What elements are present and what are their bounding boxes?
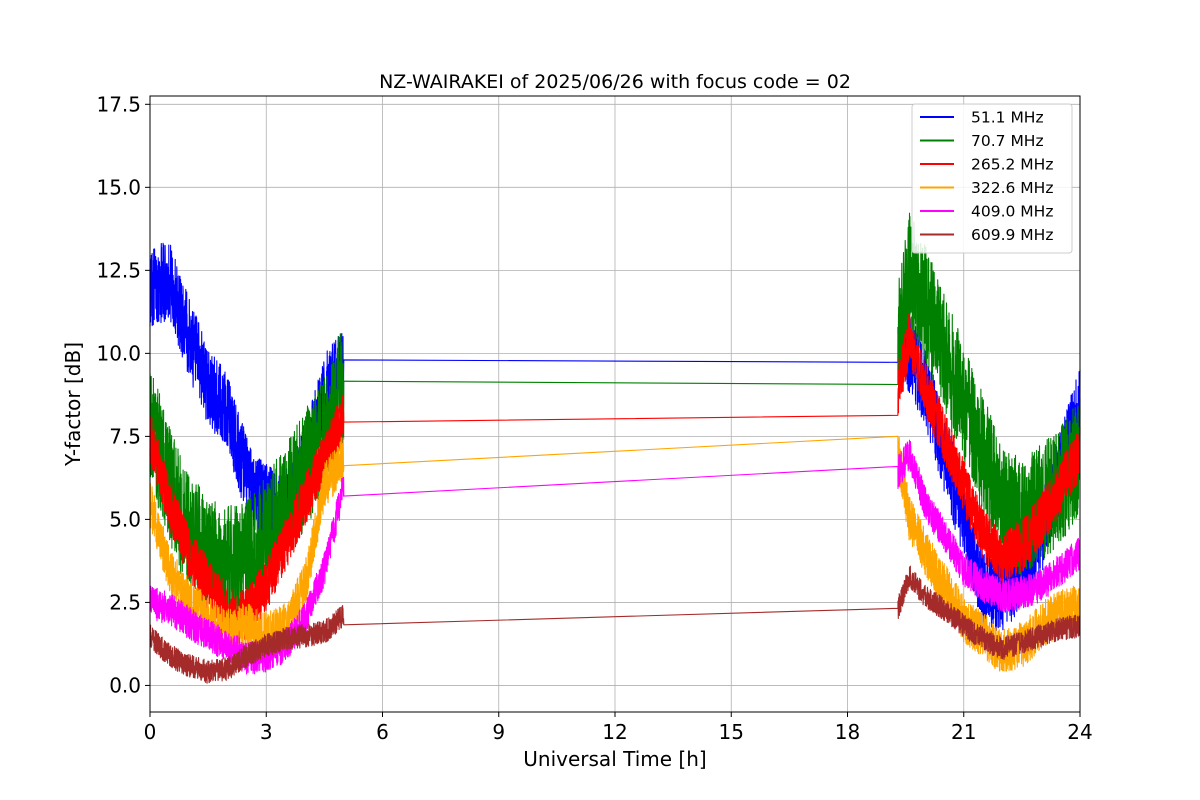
- y-axis-label: Y-factor [dB]: [61, 342, 85, 467]
- x-tick-label: 9: [492, 720, 505, 744]
- legend-label: 70.7 MHz: [971, 132, 1044, 150]
- legend-label: 322.6 MHz: [971, 179, 1053, 197]
- legend-label: 409.0 MHz: [971, 203, 1053, 221]
- y-tick-label: 10.0: [96, 341, 141, 365]
- x-tick-label: 24: [1067, 720, 1092, 744]
- x-tick-label: 12: [602, 720, 627, 744]
- x-axis-label: Universal Time [h]: [523, 747, 706, 771]
- y-tick-label: 12.5: [96, 258, 141, 282]
- x-tick-label: 0: [144, 720, 157, 744]
- x-tick-label: 18: [835, 720, 860, 744]
- plot-lines: [149, 212, 1081, 684]
- series-line: [149, 312, 1081, 644]
- y-tick-label: 5.0: [109, 507, 141, 531]
- y-tick-label: 15.0: [96, 175, 141, 199]
- legend: 51.1 MHz 70.7 MHz 265.2 MHz 322.6 MHz 409.0…: [911, 103, 1073, 254]
- x-tick-label: 6: [376, 720, 389, 744]
- y-tick-label: 0.0: [109, 673, 141, 697]
- y-tick-label: 2.5: [109, 590, 141, 614]
- legend-label: 265.2 MHz: [971, 156, 1053, 174]
- x-tick-label: 15: [719, 720, 744, 744]
- series-line: [149, 565, 1081, 684]
- y-tick-label: 17.5: [96, 92, 141, 116]
- axis-ticks: 0 3 6 9 12 15 18 21 24 0.0 2.5 5.0 7.5 10.0 12.5 15.0 17…: [96, 92, 1092, 744]
- legend-label: 51.1 MHz: [971, 109, 1044, 127]
- legend-label: 609.9 MHz: [971, 226, 1053, 244]
- x-tick-label: 3: [260, 720, 273, 744]
- x-tick-label: 21: [951, 720, 976, 744]
- chart-title: NZ-WAIRAKEI of 2025/06/26 with focus cod…: [379, 71, 851, 93]
- y-tick-label: 7.5: [109, 424, 141, 448]
- series-line: [149, 439, 1081, 675]
